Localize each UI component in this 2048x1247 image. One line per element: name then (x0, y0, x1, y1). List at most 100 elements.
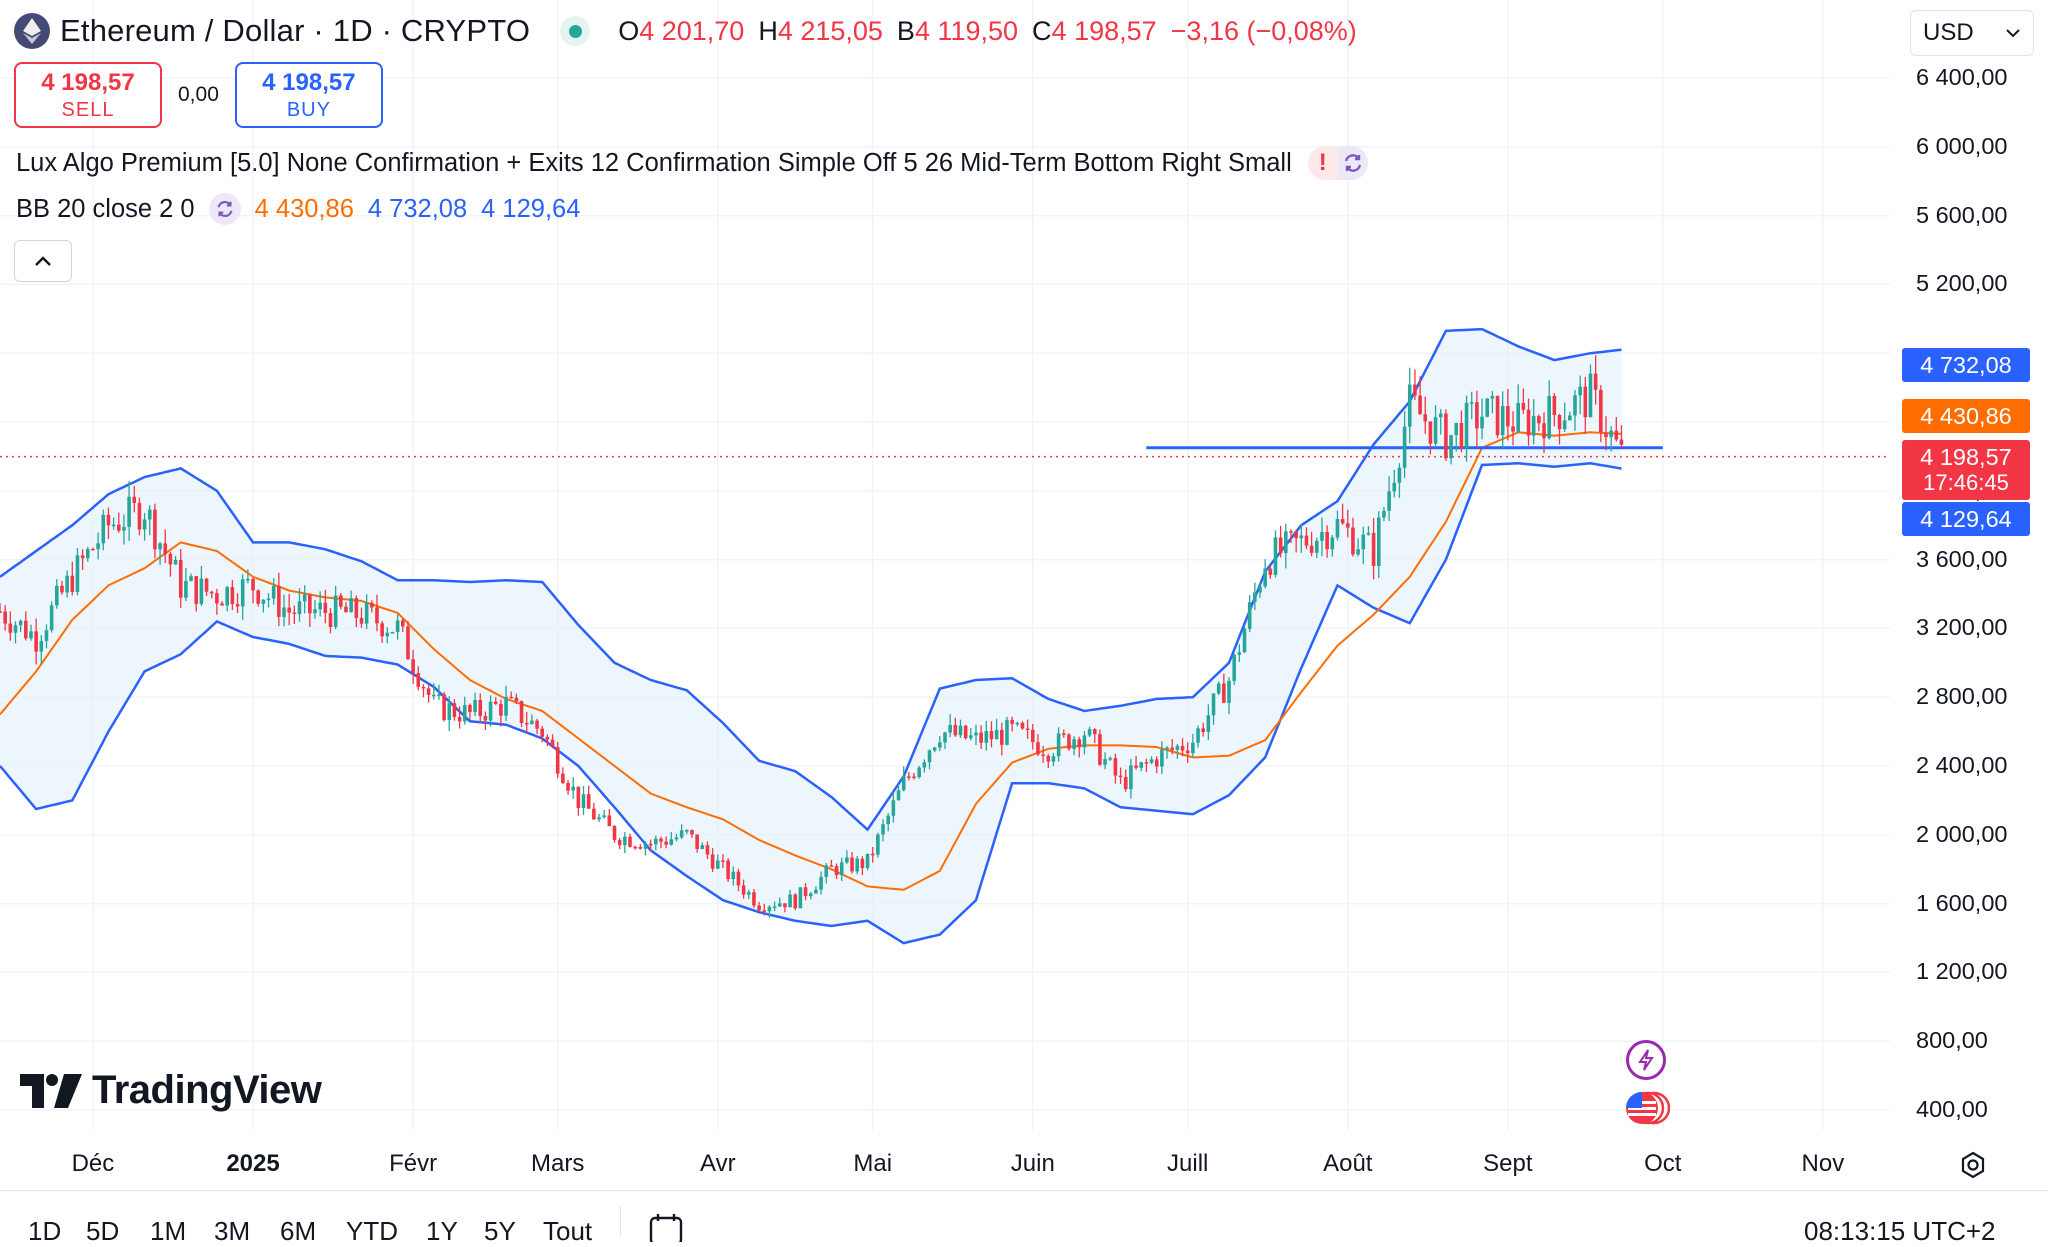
candle-body (540, 728, 545, 737)
period-button[interactable]: 6M (280, 1216, 317, 1246)
candle-body (1139, 762, 1144, 768)
period-button[interactable]: 1D (28, 1216, 62, 1246)
period-button[interactable]: 1Y (426, 1216, 458, 1246)
time-tick-label: Juill (1167, 1150, 1209, 1177)
candle-body (1072, 739, 1076, 749)
candle-body (1578, 386, 1582, 396)
candle-body (220, 603, 224, 606)
us-economic-events-icon[interactable] (1624, 1088, 1670, 1128)
candle-body (912, 776, 916, 779)
candle-body (421, 686, 426, 689)
bb-lower-value: 4 129,64 (481, 194, 581, 223)
candle-body (1392, 482, 1397, 492)
candle-body (1098, 734, 1102, 765)
candle-body (994, 729, 999, 740)
period-button[interactable]: YTD (346, 1216, 398, 1246)
bb-upper-tag: 4 732,08 (1902, 348, 2030, 382)
candle-body (524, 722, 529, 725)
symbol-title[interactable]: Ethereum / Dollar · 1D · CRYPTO (60, 13, 531, 48)
candle-body (442, 694, 446, 720)
tradingview-logo-icon (20, 1073, 82, 1108)
toolbar-divider (620, 1206, 621, 1236)
candle-body (1206, 715, 1211, 732)
refresh-icon[interactable] (208, 193, 241, 225)
candle-body (1309, 545, 1314, 553)
utc-clock[interactable]: 08:13:15 UTC+2 (1804, 1216, 1996, 1246)
lightning-icon[interactable] (1626, 1040, 1666, 1080)
market-open-status-icon[interactable] (560, 16, 591, 46)
candle-body (488, 701, 493, 721)
candle-body (323, 602, 328, 614)
candle-body (664, 841, 668, 845)
candle-body (1599, 389, 1603, 433)
candle-body (1056, 733, 1061, 757)
candle-body (1273, 537, 1278, 575)
candle-body (1180, 745, 1185, 751)
candle-body (979, 732, 983, 743)
candle-body (850, 857, 854, 872)
close-key: C (1032, 15, 1052, 46)
candle-body (1552, 395, 1557, 415)
candle-body (246, 578, 250, 581)
candle-body (695, 834, 699, 849)
candle-body (1005, 719, 1009, 745)
candle-body (788, 894, 792, 908)
candle-body (1407, 384, 1412, 427)
price-chart[interactable] (0, 0, 2048, 1165)
candle-body (1304, 535, 1309, 546)
candle-body (292, 612, 297, 615)
candle-body (1185, 750, 1190, 754)
candle-body (1051, 756, 1056, 762)
candle-body (431, 694, 436, 697)
tradingview-logo[interactable]: TradingView (20, 1068, 322, 1113)
candle-body (215, 593, 219, 604)
bb-lower-tag: 4 129,64 (1902, 502, 2030, 536)
candle-body (1134, 765, 1138, 768)
period-button[interactable]: Tout (543, 1216, 593, 1246)
close-value: 4 198,57 (1051, 15, 1157, 46)
bb-lower-line (0, 462, 1622, 945)
candle-body (235, 604, 240, 607)
candle-body (411, 659, 415, 674)
candle-body (1500, 405, 1505, 436)
candle-body (1015, 722, 1020, 725)
indicator-lux-algo[interactable]: Lux Algo Premium [5.0] None Confirmation… (16, 146, 1368, 180)
candle-body (1020, 722, 1025, 729)
candle-body (963, 725, 968, 739)
indicator-bollinger[interactable]: BB 20 close 2 0 4 430,86 4 732,08 4 129,… (16, 193, 580, 225)
chart-settings-icon[interactable] (1958, 1150, 1988, 1180)
candle-body (1258, 586, 1262, 593)
calendar-icon[interactable] (648, 1212, 684, 1242)
candle-body (1077, 739, 1082, 748)
period-button[interactable]: 1M (150, 1216, 187, 1246)
period-button[interactable]: 5Y (484, 1216, 516, 1246)
currency-select[interactable]: USD (1910, 10, 2034, 56)
candle-body (452, 703, 457, 718)
candle-body (700, 845, 705, 849)
last-price-value: 4 198,57 (1920, 444, 2012, 470)
sell-button[interactable]: 4 198,57 SELL (14, 62, 162, 128)
candle-body (354, 598, 359, 618)
candle-body (297, 601, 302, 615)
collapse-legend-button[interactable] (14, 240, 72, 282)
candle-body (550, 739, 555, 748)
candle-body (49, 605, 54, 631)
period-button[interactable]: 3M (214, 1216, 251, 1246)
warning-icon[interactable]: ! (1307, 146, 1338, 180)
candle-body (1568, 415, 1572, 421)
candle-body (8, 623, 13, 633)
candle-body (1402, 426, 1407, 468)
candle-body (876, 834, 880, 855)
refresh-icon[interactable] (1337, 146, 1368, 180)
candle-body (395, 620, 400, 633)
candle-body (824, 865, 829, 877)
candle-body (1082, 735, 1087, 748)
candle-body (70, 575, 75, 592)
buy-button[interactable]: 4 198,57 BUY (234, 62, 383, 128)
period-button[interactable]: 5D (86, 1216, 120, 1246)
candle-body (628, 836, 632, 847)
candle-body (1604, 432, 1608, 438)
candle-body (261, 599, 266, 604)
candle-body (617, 840, 622, 846)
candle-body (721, 860, 725, 862)
